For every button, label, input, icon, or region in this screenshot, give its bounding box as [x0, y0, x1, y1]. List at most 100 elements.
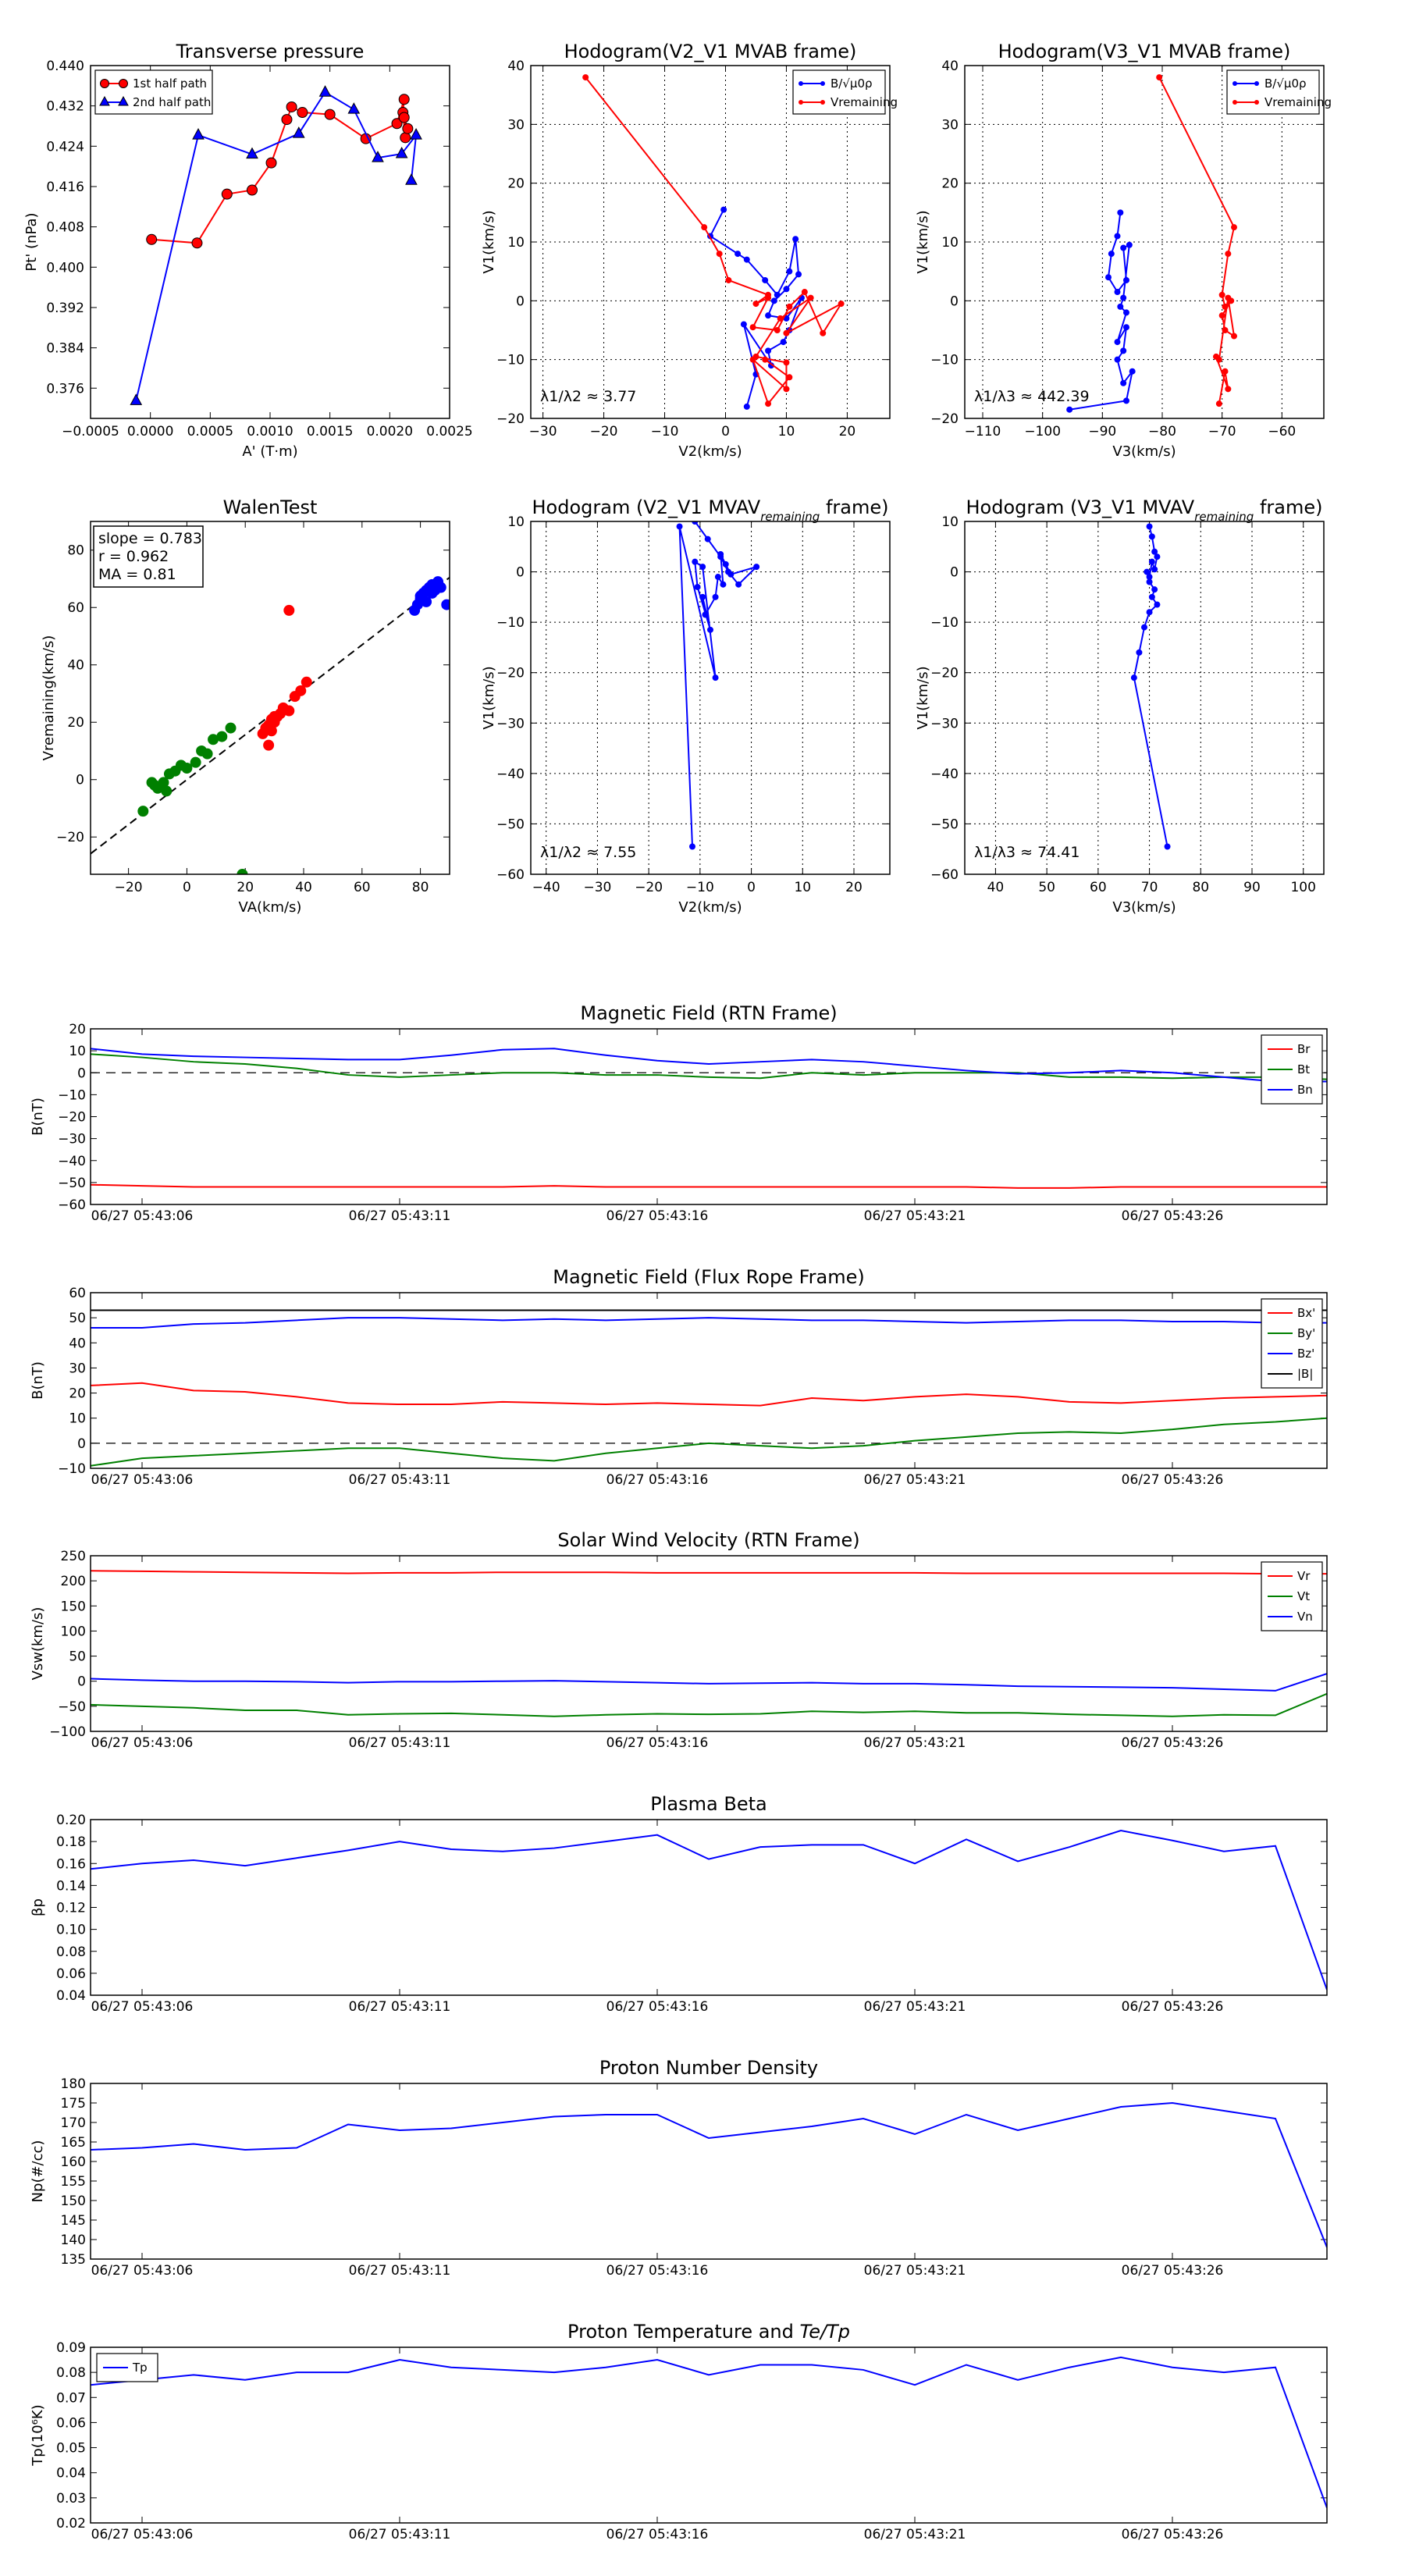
- legend-label: |B|: [1297, 1367, 1313, 1381]
- legend-label: Vt: [1297, 1589, 1310, 1603]
- x-tick-label: −20: [590, 424, 618, 439]
- data-point: [1148, 558, 1155, 565]
- data-point: [1123, 397, 1129, 404]
- data-point: [786, 268, 793, 275]
- y-tick-label: 0.02: [56, 2516, 86, 2532]
- data-point: [1114, 356, 1121, 363]
- x-tick-label: 06/27 05:43:26: [1122, 1208, 1224, 1224]
- data-point: [1156, 74, 1163, 81]
- y-tick-label: 10: [941, 235, 959, 251]
- data-point: [1123, 324, 1129, 331]
- data-point: [743, 256, 750, 263]
- data-point: [720, 206, 727, 213]
- series-line-Bz': [91, 1317, 1327, 1329]
- data-point: [1146, 609, 1153, 616]
- data-point: [1141, 624, 1147, 631]
- data-point: [1146, 578, 1153, 585]
- y-tick-label: 180: [61, 2076, 86, 2092]
- annotation-text: λ1/λ3 ≈ 74.41: [974, 844, 1080, 861]
- y-tick-label: −10: [930, 615, 959, 631]
- x-tick-label: 40: [295, 880, 312, 895]
- y-tick-label: 160: [61, 2154, 86, 2170]
- scatter-point: [435, 582, 446, 593]
- legend: 1st half path 2nd half path: [94, 69, 213, 115]
- legend-marker: [1232, 100, 1237, 105]
- data-point: [1154, 553, 1161, 560]
- x-tick-label: 06/27 05:43:16: [606, 1999, 709, 2015]
- y-tick-label: 0.20: [56, 1813, 86, 1828]
- data-point: [701, 224, 708, 231]
- data-point: [752, 301, 759, 308]
- data-point: [1222, 327, 1229, 333]
- chart-np: Proton Number Density 135 140 145 150 155 160 1…: [30, 2057, 1328, 2279]
- data-point: [1136, 649, 1143, 656]
- x-tick-label: 80: [412, 880, 429, 895]
- data-point: [398, 94, 410, 105]
- series-Vremaining: [1156, 74, 1237, 407]
- series-B: [676, 521, 760, 850]
- data-point: [765, 294, 772, 301]
- x-tick-label: 06/27 05:43:21: [864, 2263, 966, 2279]
- y-tick-label: 0.432: [46, 99, 84, 115]
- series-line-Vt: [91, 1692, 1327, 1717]
- legend-marker: [1254, 100, 1259, 105]
- y-tick-label: 150: [61, 2194, 86, 2209]
- data-point: [1146, 523, 1153, 530]
- y-tick-label: 40: [941, 59, 959, 74]
- x-tick-label: 06/27 05:43:11: [349, 1735, 451, 1751]
- data-point: [347, 102, 361, 114]
- y-tick-label: 175: [61, 2096, 86, 2112]
- legend-label: Bn: [1297, 1083, 1313, 1097]
- legend-label: B/√μ0ρ: [1264, 76, 1307, 91]
- y-axis-label: βp: [30, 1898, 46, 1916]
- chart-title: Magnetic Field (Flux Rope Frame): [553, 1266, 864, 1288]
- data-point: [192, 128, 205, 140]
- y-tick-label: 20: [69, 1386, 86, 1402]
- y-tick-label: −20: [496, 666, 525, 681]
- scatter-point: [269, 710, 280, 722]
- chart-title: Hodogram(V3_V1 MVAB frame): [998, 41, 1291, 62]
- series-line: [678, 521, 757, 847]
- x-tick-label: 06/27 05:43:21: [864, 1472, 966, 1488]
- data-point: [1144, 568, 1151, 575]
- data-point: [692, 558, 699, 565]
- data-point: [774, 291, 781, 298]
- data-point: [1120, 347, 1127, 354]
- x-tick-label: 0.0010: [247, 424, 293, 439]
- chart-title: Hodogram(V2_V1 MVAB frame): [564, 41, 857, 62]
- data-point: [765, 312, 772, 319]
- y-tick-label: −30: [496, 716, 525, 731]
- legend-label: Vn: [1297, 1610, 1313, 1624]
- x-tick-label: 06/27 05:43:16: [606, 1208, 709, 1224]
- x-tick-label: 0: [747, 880, 756, 895]
- chart-h1: Hodogram(V2_V1 MVAB frame) −30 −20 −10 0 10 20…: [481, 41, 898, 460]
- data-point: [716, 251, 723, 258]
- x-tick-label: 0: [183, 880, 191, 895]
- y-tick-label: 40: [507, 59, 525, 74]
- x-axis-label: V2(km/s): [678, 899, 742, 916]
- y-tick-label: −20: [58, 1110, 86, 1126]
- x-tick-label: −60: [1268, 424, 1296, 439]
- data-point: [324, 109, 336, 120]
- legend-box: [94, 69, 213, 115]
- data-point: [783, 286, 790, 293]
- series-line-Vr: [91, 1570, 1327, 1575]
- data-point: [1126, 241, 1133, 248]
- x-tick-label: 06/27 05:43:26: [1122, 1735, 1224, 1751]
- x-tick-label: 06/27 05:43:16: [606, 2263, 709, 2279]
- y-tick-label: −40: [496, 767, 525, 782]
- y-tick-label: 0.424: [46, 139, 84, 155]
- y-tick-label: 0.07: [56, 2390, 86, 2406]
- y-tick-label: 20: [69, 1022, 86, 1037]
- series-line-beta: [91, 1830, 1327, 1991]
- legend-marker: [1232, 81, 1237, 86]
- y-tick-label: 10: [507, 514, 525, 530]
- x-tick-label: 06/27 05:43:06: [91, 1208, 194, 1224]
- y-tick-label: 20: [941, 176, 959, 192]
- data-point: [1129, 368, 1136, 375]
- y-tick-label: −10: [58, 1461, 86, 1477]
- x-tick-label: 90: [1243, 880, 1261, 895]
- y-tick-label: 60: [67, 600, 84, 616]
- y-tick-label: −40: [930, 767, 959, 782]
- y-tick-label: 165: [61, 2135, 86, 2151]
